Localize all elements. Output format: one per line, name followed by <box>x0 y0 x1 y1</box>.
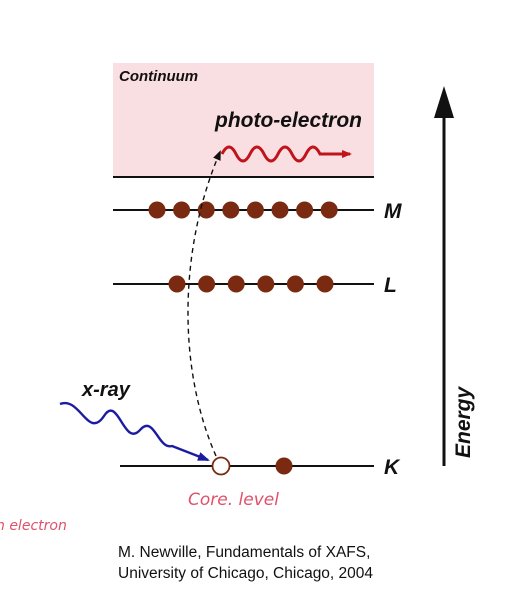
k-level-label: K <box>384 456 401 479</box>
m-level-electron <box>173 201 191 219</box>
photo-electron-wave <box>220 145 352 163</box>
m-level-electron <box>197 201 215 219</box>
xray-label: x-ray <box>81 379 131 401</box>
electron-annotation: n electron <box>0 518 67 534</box>
m-level-electron <box>320 201 338 219</box>
k-level-core-hole <box>211 456 231 476</box>
m-level-label: M <box>384 200 402 223</box>
xray-wave <box>59 401 210 462</box>
m-level-electron <box>246 201 264 219</box>
m-level-electron <box>222 201 240 219</box>
continuum-label: Continuum <box>119 68 198 85</box>
core-level-annotation: Core. level <box>188 490 279 510</box>
k-level-electron <box>275 457 293 475</box>
l-level-electron <box>286 275 304 293</box>
l-level-electron <box>168 275 186 293</box>
l-level-label: L <box>384 274 397 297</box>
energy-axis-arrowhead <box>434 86 454 118</box>
m-level-electron <box>148 201 166 219</box>
l-level-electron <box>257 275 275 293</box>
citation-line-1: M. Newville, Fundamentals of XAFS, <box>118 544 371 561</box>
excitation-path <box>187 150 221 457</box>
l-level-electron <box>227 275 245 293</box>
m-level-electron <box>296 201 314 219</box>
citation-line-2: University of Chicago, Chicago, 2004 <box>118 565 374 582</box>
continuum-region <box>113 63 374 177</box>
m-level-electrons <box>148 201 338 219</box>
photo-electron-label: photo-electron <box>214 109 362 132</box>
l-level-electron <box>198 275 216 293</box>
l-level-electron <box>316 275 334 293</box>
l-level-electrons <box>168 275 334 293</box>
citation: M. Newville, Fundamentals of XAFS, Unive… <box>118 542 373 584</box>
energy-axis-label: Energy <box>452 385 475 458</box>
m-level-electron <box>271 201 289 219</box>
